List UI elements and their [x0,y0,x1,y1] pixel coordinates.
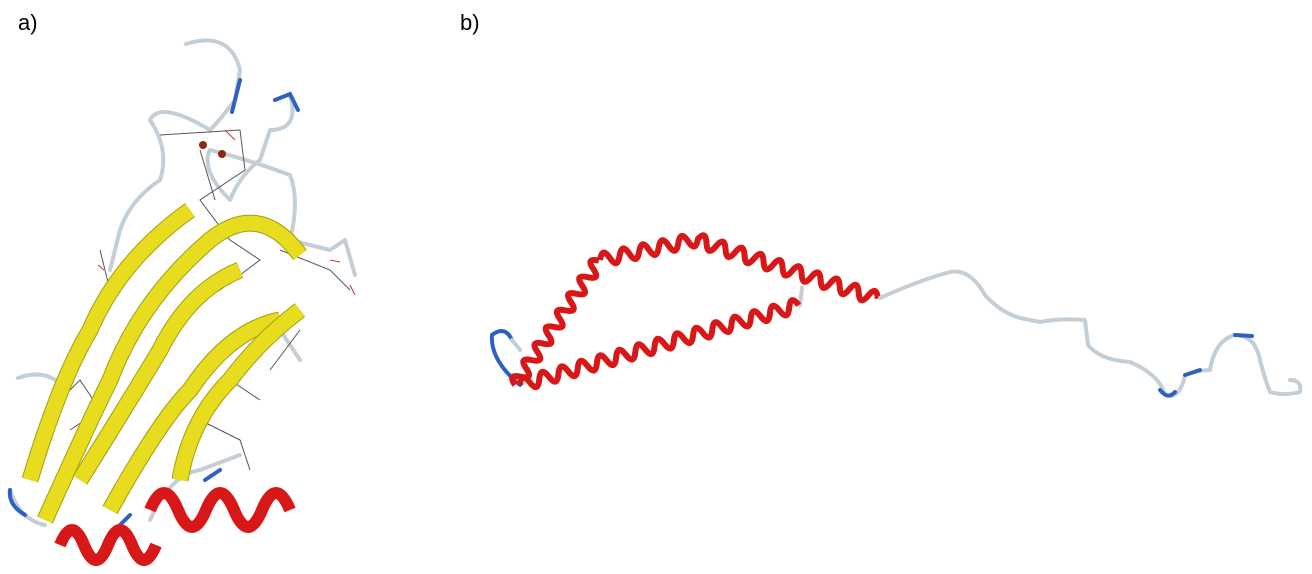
alpha-helix [60,493,290,560]
loop [275,94,298,110]
panel-label: b) [460,10,480,35]
structure-a [10,40,355,560]
panel-label: a) [18,10,38,35]
loop [1160,335,1252,396]
structure-b [492,233,1300,396]
beta-sheet [30,210,300,520]
loop [208,95,356,275]
alpha-helix [510,233,880,391]
figure: a) b) [0,0,1312,574]
